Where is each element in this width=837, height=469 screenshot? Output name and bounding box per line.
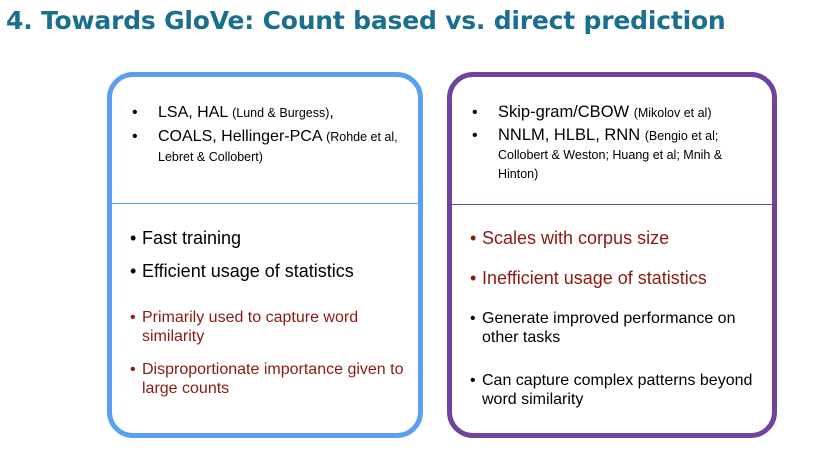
count-based-methods-list: LSA, HAL (Lund & Burgess), COALS, Hellin… (128, 103, 398, 171)
list-item: Scales with corpus size (468, 227, 768, 249)
count-based-properties-list: Fast training Efficient usage of statist… (128, 227, 418, 398)
list-item: NNLM, HLBL, RNN (Bengio et al; Collobert… (468, 126, 758, 183)
citation: (Rohde et al, Lebret & Collobert) (158, 130, 398, 164)
list-item: Fast training (128, 227, 418, 249)
count-based-panel: LSA, HAL (Lund & Burgess), COALS, Hellin… (107, 72, 423, 438)
list-item: LSA, HAL (Lund & Burgess), (128, 103, 398, 123)
list-item: Disproportionate importance given to lar… (128, 360, 418, 398)
citation: (Mikolov et al) (633, 106, 712, 120)
direct-prediction-methods-list: Skip-gram/CBOW (Mikolov et al) NNLM, HLB… (468, 103, 758, 187)
list-item: Primarily used to capture word similarit… (128, 308, 418, 346)
citation: (Lund & Burgess) (232, 106, 330, 120)
list-item: Generate improved performance on other t… (468, 309, 768, 347)
direct-prediction-panel: Skip-gram/CBOW (Mikolov et al) NNLM, HLB… (447, 72, 777, 438)
list-item: Can capture complex patterns beyond word… (468, 371, 768, 409)
citation: (Bengio et al; Collobert & Weston; Huang… (498, 129, 723, 181)
panel-divider (447, 204, 777, 205)
direct-prediction-properties-list: Scales with corpus size Inefficient usag… (468, 227, 768, 409)
panel-divider (107, 203, 423, 204)
list-item: COALS, Hellinger-PCA (Rohde et al, Lebre… (128, 127, 398, 167)
list-item: Inefficient usage of statistics (468, 267, 768, 289)
list-item: Efficient usage of statistics (128, 260, 418, 282)
list-item: Skip-gram/CBOW (Mikolov et al) (468, 103, 758, 122)
slide-title: 4. Towards GloVe: Count based vs. direct… (6, 6, 726, 35)
